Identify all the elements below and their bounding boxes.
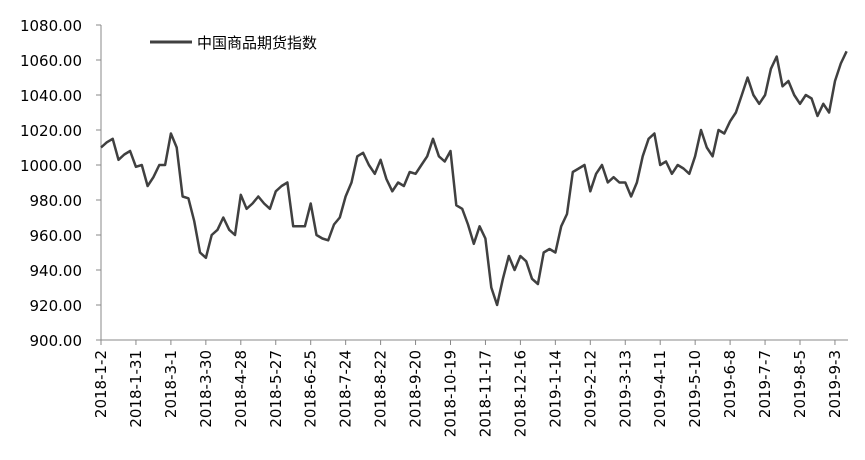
x-tick-label: 2018-1-31	[127, 350, 145, 428]
y-tick-label: 960.00	[30, 227, 83, 245]
y-tick-label: 1000.00	[20, 157, 82, 175]
x-tick-label: 2018-4-28	[232, 350, 250, 428]
x-tick-label: 2018-8-22	[372, 350, 390, 428]
y-tick-label: 940.00	[30, 262, 83, 280]
x-tick-label: 2018-10-19	[442, 350, 460, 437]
x-tick-label: 2018-9-20	[407, 350, 425, 428]
x-tick-label: 2019-6-8	[721, 350, 739, 418]
x-tick-label: 2019-1-14	[546, 350, 564, 428]
x-tick-label: 2018-6-25	[302, 350, 320, 428]
series-line	[100, 50, 848, 307]
x-tick-label: 2018-3-30	[197, 350, 215, 428]
x-tick-label: 2018-11-17	[476, 350, 494, 437]
x-tick-label: 2018-7-24	[337, 350, 355, 428]
y-tick-label: 900.00	[30, 332, 83, 350]
y-tick-label: 1080.00	[20, 17, 82, 35]
y-tick-label: 920.00	[30, 297, 83, 315]
legend-label: 中国商品期货指数	[197, 34, 317, 52]
x-tick-label: 2018-3-1	[162, 350, 180, 418]
x-tick-label: 2019-9-3	[826, 350, 844, 418]
x-tick-label: 2019-5-10	[686, 350, 704, 428]
y-tick-label: 980.00	[30, 192, 83, 210]
x-tick-label: 2018-12-16	[511, 350, 529, 437]
x-tick-label: 2019-4-11	[651, 350, 669, 428]
y-tick-label: 1020.00	[20, 122, 82, 140]
x-tick-label: 2019-3-13	[616, 350, 634, 428]
x-tick-label: 2019-7-7	[756, 350, 774, 418]
y-tick-label: 1040.00	[20, 87, 82, 105]
y-tick-label: 1060.00	[20, 52, 82, 70]
x-tick-label: 2019-8-5	[791, 350, 809, 418]
x-tick-label: 2019-2-12	[581, 350, 599, 428]
x-tick-label: 2018-1-2	[92, 350, 110, 418]
x-tick-label: 2018-5-27	[267, 350, 285, 428]
